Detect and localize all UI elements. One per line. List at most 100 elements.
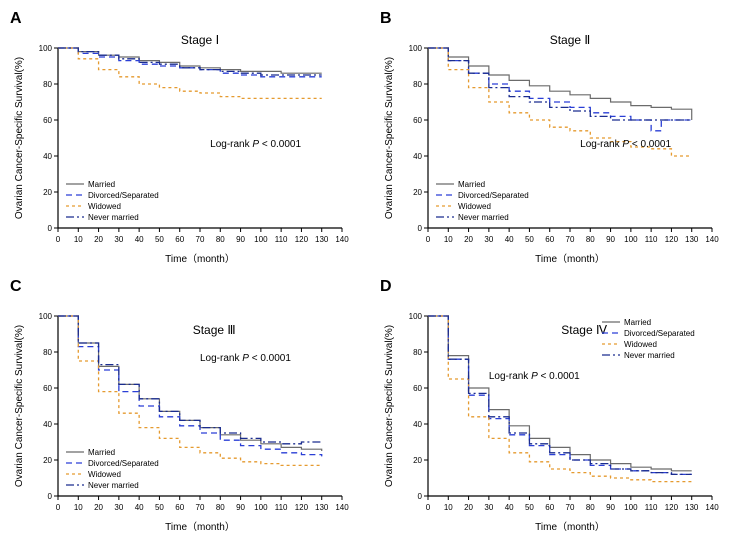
svg-text:Ovarian Cancer-Specific Surviv: Ovarian Cancer-Specific Survival(%) [384, 57, 395, 219]
svg-text:40: 40 [413, 420, 422, 429]
svg-text:140: 140 [705, 235, 719, 244]
svg-text:Stage Ⅲ: Stage Ⅲ [193, 323, 236, 337]
svg-text:Time（month）: Time（month） [535, 521, 605, 533]
svg-text:Divorced/Separated: Divorced/Separated [458, 191, 529, 200]
svg-text:Time（month）: Time（month） [165, 521, 235, 533]
svg-text:Ovarian Cancer-Specific Surviv: Ovarian Cancer-Specific Survival(%) [384, 325, 395, 487]
svg-text:90: 90 [236, 503, 245, 512]
svg-text:100: 100 [624, 503, 638, 512]
figure-grid: A010203040506070809010011012013014002040… [10, 10, 730, 536]
svg-text:0: 0 [426, 235, 431, 244]
svg-text:60: 60 [175, 235, 184, 244]
series-married [58, 316, 322, 451]
svg-text:120: 120 [295, 503, 309, 512]
panel-B: B010203040506070809010011012013014002040… [380, 10, 730, 268]
svg-text:Ovarian Cancer-Specific Surviv: Ovarian Cancer-Specific Survival(%) [14, 57, 25, 219]
svg-text:Never married: Never married [458, 213, 509, 222]
svg-text:40: 40 [135, 503, 144, 512]
svg-text:Never married: Never married [88, 213, 139, 222]
svg-text:40: 40 [505, 503, 514, 512]
svg-text:50: 50 [155, 235, 164, 244]
svg-text:20: 20 [413, 188, 422, 197]
svg-text:90: 90 [606, 235, 615, 244]
svg-text:0: 0 [56, 235, 61, 244]
svg-text:Widowed: Widowed [88, 202, 121, 211]
svg-text:0: 0 [426, 503, 431, 512]
svg-text:100: 100 [254, 503, 268, 512]
svg-text:70: 70 [196, 503, 205, 512]
svg-text:60: 60 [43, 384, 52, 393]
panel-D: D010203040506070809010011012013014002040… [380, 278, 730, 536]
svg-text:80: 80 [216, 235, 225, 244]
svg-text:100: 100 [254, 235, 268, 244]
svg-text:0: 0 [418, 492, 423, 501]
svg-text:30: 30 [484, 503, 493, 512]
svg-text:110: 110 [645, 503, 658, 512]
svg-text:10: 10 [74, 503, 83, 512]
svg-text:Divorced/Separated: Divorced/Separated [624, 329, 695, 338]
svg-text:20: 20 [464, 235, 473, 244]
panel-label-C: C [10, 278, 22, 296]
svg-text:20: 20 [43, 188, 52, 197]
panel-A: A010203040506070809010011012013014002040… [10, 10, 360, 268]
svg-text:40: 40 [43, 152, 52, 161]
svg-text:140: 140 [705, 503, 719, 512]
svg-text:20: 20 [43, 456, 52, 465]
svg-text:Time（month）: Time（month） [165, 253, 235, 265]
svg-text:Log-rank P < 0.0001: Log-rank P < 0.0001 [580, 139, 671, 150]
svg-text:Widowed: Widowed [88, 470, 121, 479]
svg-text:20: 20 [94, 235, 103, 244]
chart-B: 0102030405060708090100110120130140020406… [380, 28, 720, 268]
svg-text:60: 60 [43, 116, 52, 125]
svg-text:70: 70 [566, 503, 575, 512]
series-widowed [58, 316, 322, 465]
svg-text:100: 100 [409, 44, 423, 53]
svg-text:60: 60 [413, 116, 422, 125]
svg-text:20: 20 [94, 503, 103, 512]
svg-text:Divorced/Separated: Divorced/Separated [88, 459, 159, 468]
svg-text:80: 80 [586, 235, 595, 244]
svg-text:110: 110 [645, 235, 658, 244]
svg-text:10: 10 [444, 503, 453, 512]
svg-text:80: 80 [216, 503, 225, 512]
svg-text:120: 120 [295, 235, 309, 244]
svg-text:Widowed: Widowed [624, 340, 657, 349]
panel-C: C010203040506070809010011012013014002040… [10, 278, 360, 536]
svg-text:120: 120 [665, 503, 679, 512]
svg-text:0: 0 [418, 224, 423, 233]
svg-text:Divorced/Separated: Divorced/Separated [88, 191, 159, 200]
svg-text:0: 0 [48, 492, 53, 501]
svg-text:140: 140 [335, 503, 349, 512]
svg-text:Married: Married [624, 318, 651, 327]
svg-text:90: 90 [236, 235, 245, 244]
svg-text:Never married: Never married [88, 481, 139, 490]
svg-text:130: 130 [315, 235, 329, 244]
svg-text:100: 100 [39, 312, 53, 321]
svg-text:60: 60 [545, 235, 554, 244]
svg-text:130: 130 [315, 503, 329, 512]
series-never [58, 316, 322, 444]
svg-text:80: 80 [43, 348, 52, 357]
svg-text:Time（month）: Time（month） [535, 253, 605, 265]
series-divorced [58, 48, 322, 77]
svg-text:40: 40 [413, 152, 422, 161]
svg-text:Married: Married [88, 180, 115, 189]
svg-text:130: 130 [685, 235, 699, 244]
svg-text:80: 80 [586, 503, 595, 512]
svg-text:110: 110 [275, 235, 288, 244]
svg-text:90: 90 [606, 503, 615, 512]
svg-text:60: 60 [413, 384, 422, 393]
svg-text:Stage Ⅳ: Stage Ⅳ [561, 323, 607, 337]
svg-text:80: 80 [43, 80, 52, 89]
svg-text:0: 0 [56, 503, 61, 512]
svg-text:Married: Married [458, 180, 485, 189]
series-divorced [58, 316, 322, 456]
svg-text:Widowed: Widowed [458, 202, 491, 211]
chart-C: 0102030405060708090100110120130140020406… [10, 296, 350, 536]
svg-text:30: 30 [114, 235, 123, 244]
svg-text:0: 0 [48, 224, 53, 233]
panel-label-D: D [380, 278, 392, 296]
svg-text:Log-rank P < 0.0001: Log-rank P < 0.0001 [200, 353, 291, 364]
svg-text:100: 100 [624, 235, 638, 244]
svg-text:50: 50 [525, 235, 534, 244]
